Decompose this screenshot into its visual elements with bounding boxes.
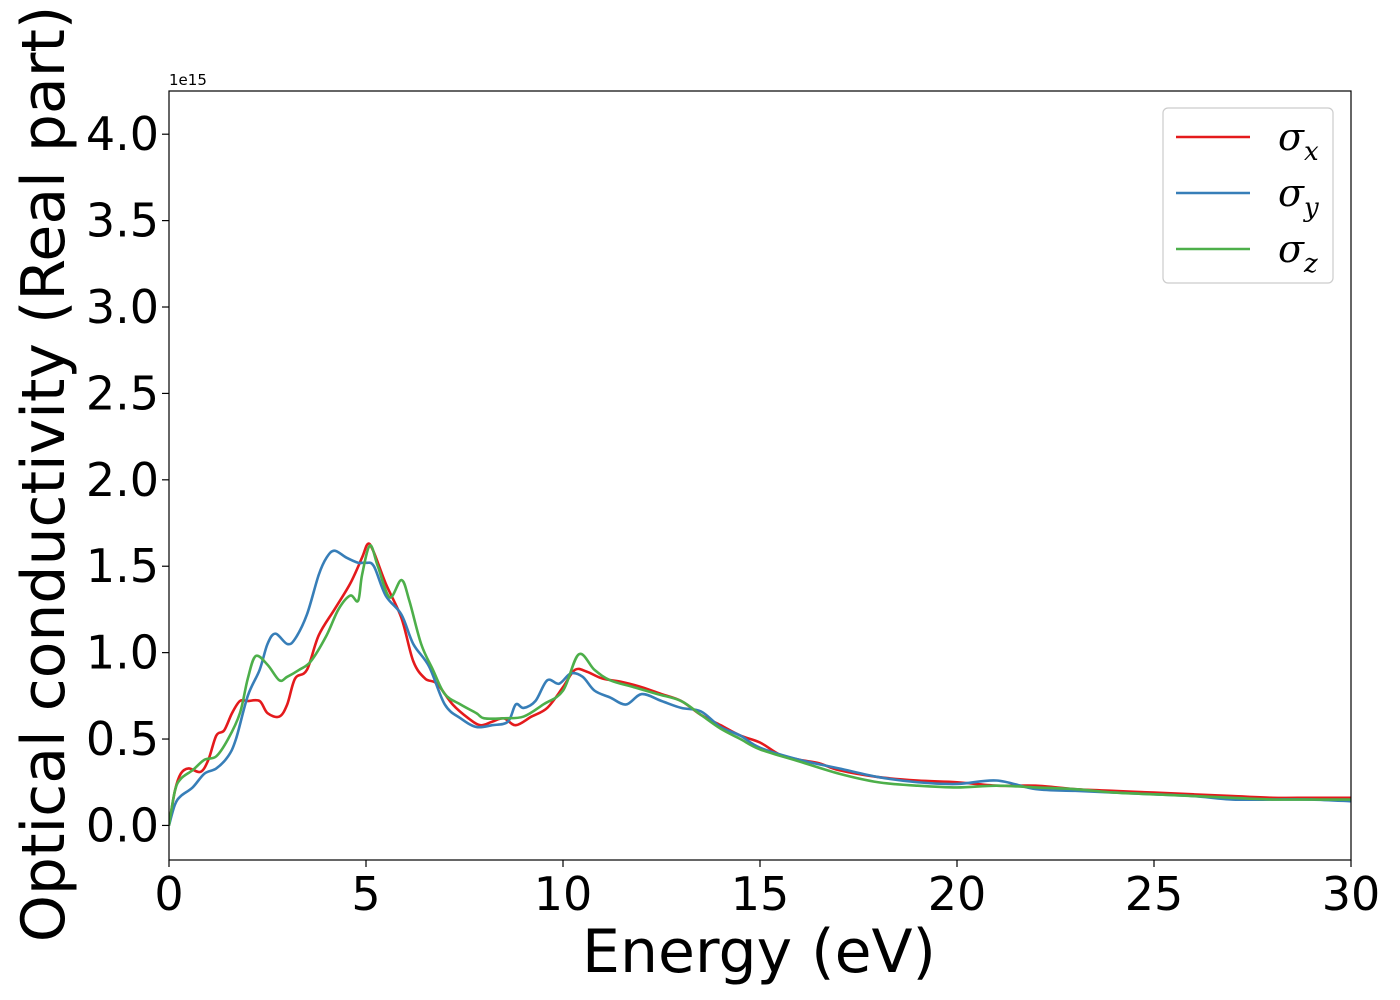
y-tick-label: 4.0 (86, 107, 159, 161)
x-axis-title: Energy (eV) (582, 917, 936, 987)
x-tick-label: 10 (534, 867, 593, 921)
series-line-z-sigma (169, 544, 1351, 826)
series-line-y-sigma (169, 549, 1351, 826)
y-axis-title: Optical conductivity (Real part) (9, 6, 79, 943)
x-axis: 0 5 10 15 20 25 30 (154, 860, 1380, 921)
x-tick-label: 5 (351, 867, 380, 921)
y-tick-label: 3.5 (86, 194, 159, 248)
x-tick-label: 20 (928, 867, 987, 921)
y-tick-label: 1.5 (86, 539, 159, 593)
y-axis: 0.0 0.5 1.0 1.5 2.0 2.5 3.0 3.5 4.0 (86, 107, 169, 852)
x-tick-label: 0 (154, 867, 183, 921)
legend-label-sigma-y: σy (1278, 171, 1319, 223)
legend-box (1162, 107, 1334, 284)
y-tick-label: 0.5 (86, 712, 159, 766)
plot-area (169, 91, 1351, 860)
y-tick-label: 3.0 (86, 280, 159, 334)
x-tick-label: 30 (1322, 867, 1381, 921)
y-tick-label: 2.0 (86, 453, 159, 507)
y-tick-label: 0.0 (86, 798, 159, 852)
x-tick-label: 15 (731, 867, 790, 921)
y-tick-label: 1.0 (86, 626, 159, 680)
y-offset-label: 1e15 (169, 71, 207, 89)
x-tick-label: 25 (1125, 867, 1184, 921)
y-tick-label: 2.5 (86, 366, 159, 420)
series-layer (169, 542, 1351, 826)
